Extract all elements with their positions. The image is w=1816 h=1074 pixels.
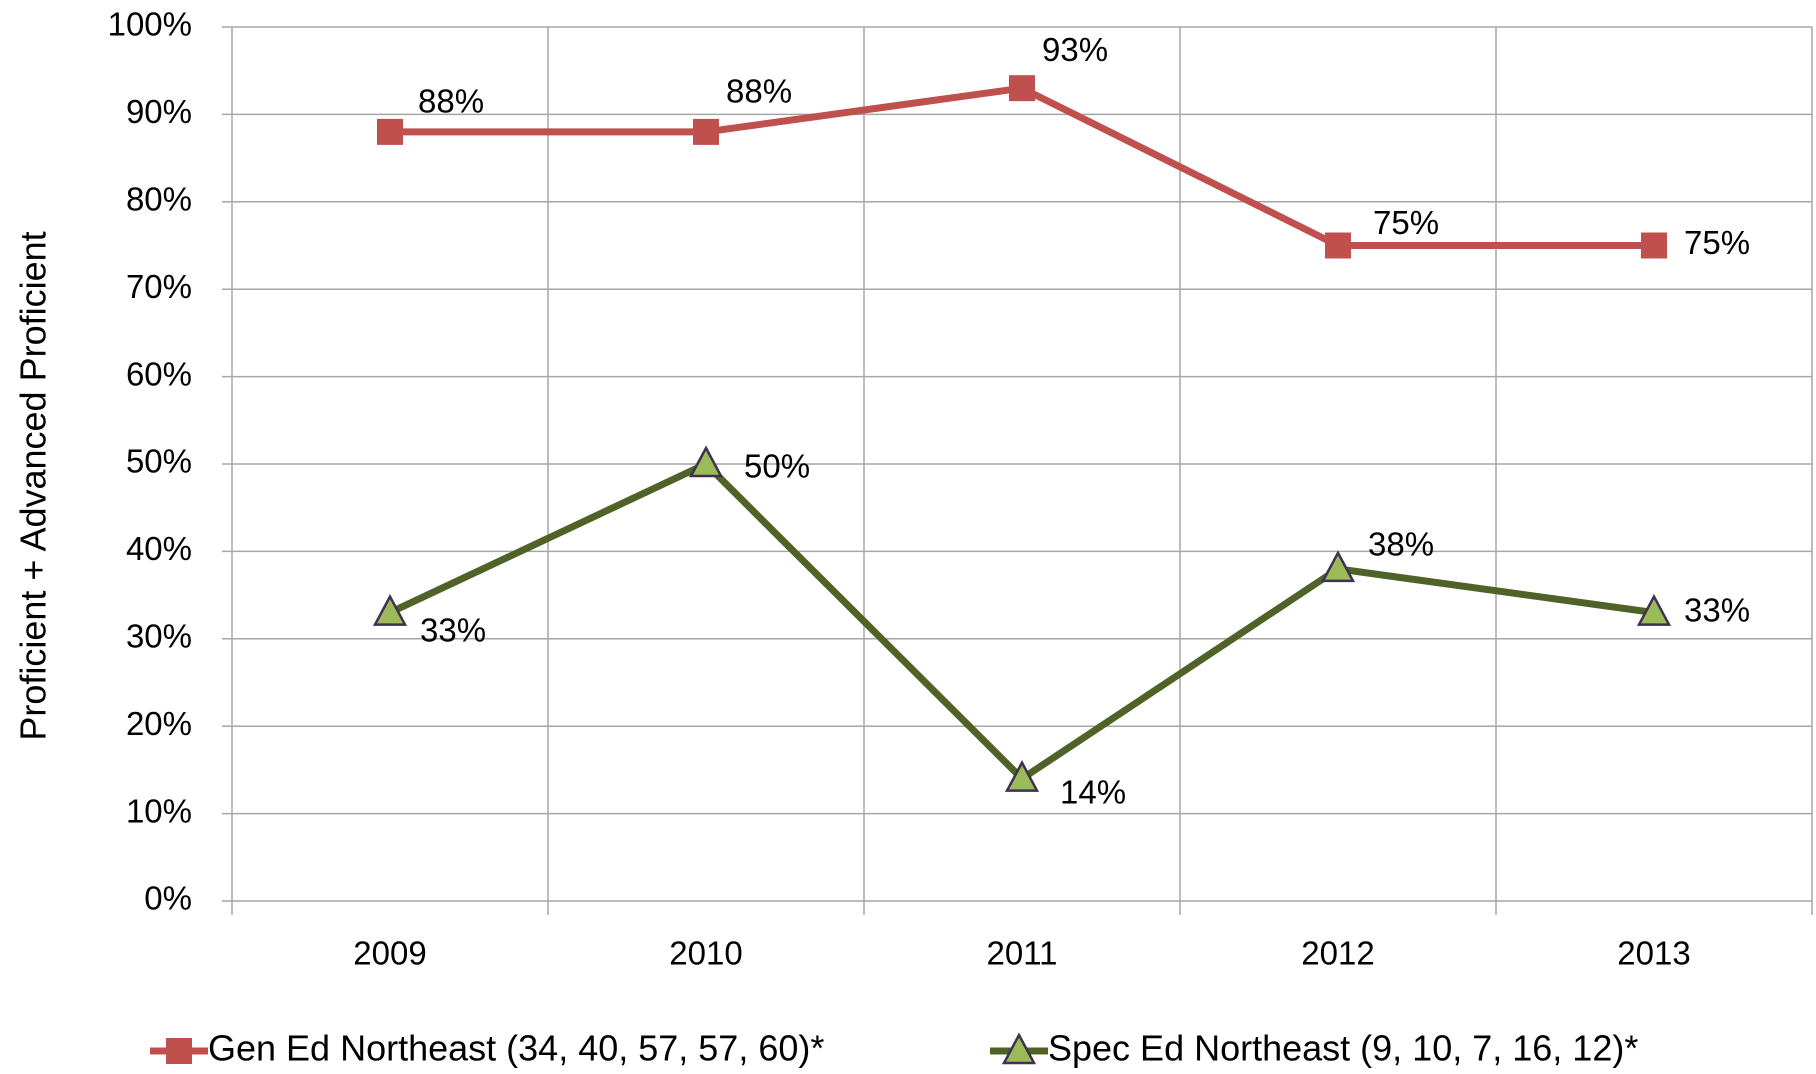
data-label: 14% (1060, 773, 1126, 810)
marker (1001, 1032, 1037, 1065)
marker (1320, 550, 1356, 583)
data-label: 88% (726, 73, 792, 110)
y-tick-label: 20% (126, 705, 192, 742)
y-tick-label: 0% (144, 880, 192, 917)
data-label: 33% (420, 611, 486, 648)
series-line (390, 84, 1654, 249)
y-tick-label: 10% (126, 792, 192, 829)
marker (1641, 232, 1667, 259)
x-tick-label: 2012 (1301, 935, 1374, 972)
y-tick-label: 30% (126, 618, 192, 655)
y-tick-label: 70% (126, 268, 192, 305)
data-label: 88% (418, 83, 484, 120)
data-label: 33% (1684, 591, 1750, 628)
marker (1004, 759, 1040, 792)
y-tick-label: 100% (108, 6, 192, 43)
marker (377, 118, 403, 145)
marker (166, 1038, 192, 1064)
x-tick-label: 2011 (987, 935, 1058, 972)
y-tick-label: 50% (126, 443, 192, 480)
x-tick-label: 2013 (1617, 935, 1690, 972)
marker (1009, 75, 1035, 102)
x-tick-label: 2009 (353, 935, 426, 972)
y-tick-label: 90% (126, 93, 192, 130)
data-label: 50% (744, 448, 810, 485)
marker (372, 593, 408, 626)
legend-label: Spec Ed Northeast (9, 10, 7, 16, 12)* (1048, 1028, 1638, 1069)
data-label: 75% (1684, 224, 1750, 261)
data-label: 75% (1373, 204, 1439, 241)
y-axis-label: Proficient + Advanced Proficient (13, 231, 54, 740)
marker (1325, 232, 1351, 259)
marker (1636, 593, 1672, 626)
marker (688, 445, 724, 478)
series-line (388, 459, 1655, 784)
y-tick-label: 60% (126, 355, 192, 392)
y-tick-label: 80% (126, 181, 192, 218)
data-label: 93% (1042, 31, 1108, 68)
y-tick-label: 40% (126, 530, 192, 567)
data-label: 38% (1368, 526, 1434, 563)
x-tick-label: 2010 (669, 935, 742, 972)
legend-label: Gen Ed Northeast (34, 40, 57, 57, 60)* (208, 1028, 824, 1069)
marker (693, 118, 719, 145)
